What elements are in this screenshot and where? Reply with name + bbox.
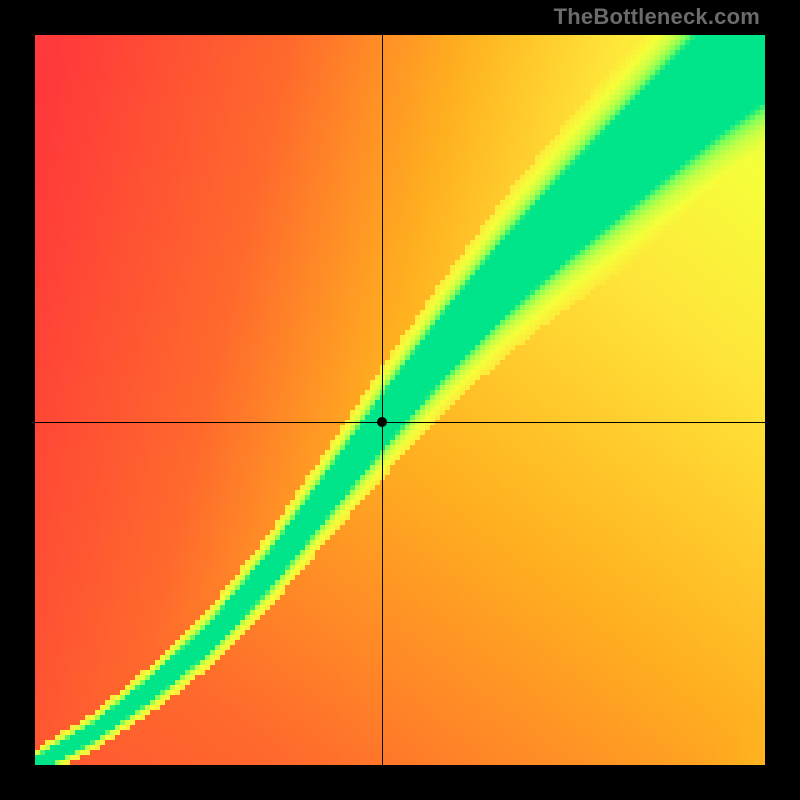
heatmap-canvas	[35, 35, 765, 765]
crosshair-horizontal	[35, 422, 765, 423]
chart-frame: TheBottleneck.com	[0, 0, 800, 800]
plot-area	[35, 35, 765, 765]
watermark-text: TheBottleneck.com	[554, 4, 760, 30]
crosshair-vertical	[382, 35, 383, 765]
crosshair-marker	[377, 417, 387, 427]
